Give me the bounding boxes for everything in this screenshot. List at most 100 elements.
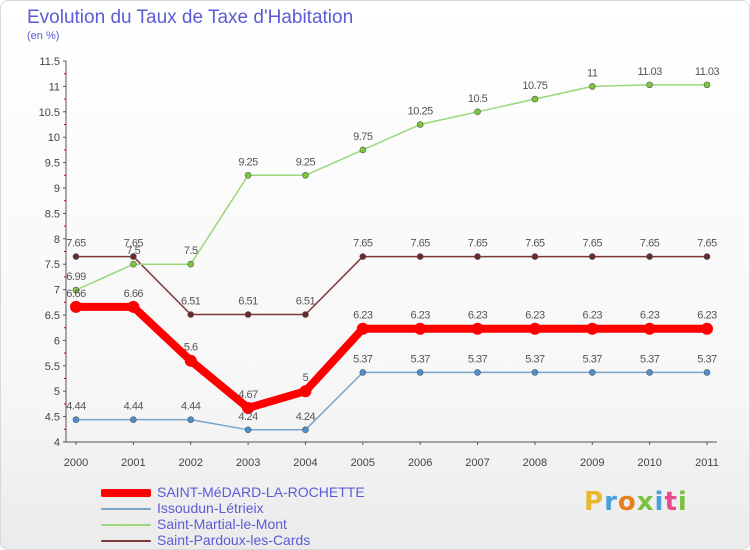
- series-point-3: [302, 311, 309, 318]
- y-tick-label: 6.5: [45, 310, 60, 322]
- series-point-1: [646, 369, 653, 376]
- series-point-3: [72, 253, 80, 260]
- series-point-0: [184, 354, 197, 367]
- series-point-3: [474, 253, 481, 260]
- data-label-1: 5.37: [410, 353, 430, 365]
- y-tick-label: 5.5: [45, 361, 60, 373]
- data-label-0: 6.23: [697, 310, 717, 322]
- data-label-2: 7.5: [126, 245, 140, 257]
- data-label-0: 6.23: [353, 310, 373, 322]
- series-point-1: [72, 416, 80, 423]
- series-point-2: [588, 83, 596, 90]
- data-label-1: 5.37: [583, 353, 603, 365]
- series-point-2: [474, 108, 481, 116]
- series-point-1: [187, 416, 195, 423]
- data-label-3: 7.65: [124, 238, 144, 250]
- data-label-2: 9.25: [296, 156, 316, 168]
- data-label-0: 6.66: [66, 288, 86, 300]
- series-point-0: [127, 300, 140, 313]
- y-tick-label: 7.5: [45, 259, 60, 271]
- data-label-0: 6.23: [410, 310, 430, 322]
- data-label-0: 6.23: [525, 310, 545, 322]
- data-label-2: 9.75: [353, 131, 373, 143]
- series-point-2: [531, 95, 539, 103]
- series-point-2: [130, 260, 137, 268]
- data-label-3: 7.65: [697, 238, 717, 250]
- data-label-2: 6.99: [66, 271, 86, 283]
- series-point-0: [643, 322, 656, 335]
- series-point-0: [471, 322, 484, 335]
- data-label-3: 6.51: [181, 295, 201, 307]
- data-label-1: 5.37: [697, 353, 717, 365]
- series-line-0: [76, 302, 707, 412]
- series-point-0: [586, 322, 599, 335]
- y-tick-label: 9: [54, 183, 60, 195]
- y-tick-label: 11: [49, 81, 60, 93]
- y-tick-label: 11.5: [39, 56, 60, 68]
- data-label-2: 10.25: [408, 106, 433, 118]
- series-point-0: [356, 322, 369, 335]
- data-label-3: 7.65: [525, 238, 545, 250]
- y-tick-label: 8: [54, 234, 60, 246]
- data-label-3: 7.65: [468, 238, 488, 250]
- x-tick-label: 2001: [121, 457, 145, 469]
- legend-label: Saint-Pardoux-les-Cards: [157, 532, 311, 548]
- series-point-1: [416, 369, 424, 376]
- series-point-1: [244, 426, 252, 434]
- series-point-2: [646, 81, 653, 89]
- brand-letter: x: [636, 487, 655, 517]
- series-point-2: [359, 146, 367, 154]
- data-label-3: 6.51: [238, 295, 258, 307]
- y-tick-label: 5: [54, 386, 60, 398]
- data-label-1: 5.37: [640, 353, 660, 365]
- series-point-1: [359, 369, 367, 376]
- series-point-1: [703, 369, 711, 376]
- series-point-1: [588, 369, 596, 376]
- data-label-3: 7.65: [583, 238, 603, 250]
- series-point-1: [474, 369, 481, 376]
- x-tick-label: 2011: [695, 457, 719, 469]
- series-point-1: [130, 416, 137, 423]
- series-point-3: [416, 253, 424, 260]
- legend-swatch: [101, 508, 151, 510]
- data-label-0: 6.23: [640, 310, 660, 322]
- series-point-2: [187, 260, 195, 268]
- data-label-1: 5.37: [468, 353, 488, 365]
- legend-label: SAINT-MéDARD-LA-ROCHETTE: [157, 484, 365, 500]
- series-point-3: [130, 253, 137, 260]
- brand-letter: r: [604, 487, 618, 517]
- brand-letter: t: [664, 487, 678, 517]
- data-label-3: 7.65: [353, 238, 373, 250]
- series-line-1: [76, 371, 707, 431]
- series-point-2: [416, 121, 424, 128]
- y-tick-label: 10.5: [39, 107, 60, 119]
- series-point-3: [359, 253, 367, 260]
- y-tick-label: 7: [54, 285, 60, 297]
- series-point-3: [588, 253, 596, 260]
- series-point-2: [244, 172, 252, 179]
- y-tick-label: 8.5: [45, 208, 60, 220]
- series-point-0: [299, 385, 312, 398]
- series-point-1: [531, 369, 539, 376]
- x-tick-label: 2006: [408, 457, 432, 469]
- brand-letter: i: [654, 487, 665, 517]
- data-label-2: 11.03: [638, 66, 663, 78]
- data-label-1: 4.24: [296, 411, 316, 423]
- data-label-0: 6.66: [124, 288, 144, 300]
- x-tick-label: 2005: [351, 457, 375, 469]
- data-label-3: 7.65: [410, 238, 430, 250]
- series-point-0: [701, 322, 713, 335]
- data-label-3: 7.65: [66, 238, 86, 250]
- data-label-0: 5.6: [184, 342, 198, 354]
- series-point-3: [531, 253, 539, 260]
- series-point-1: [302, 426, 309, 434]
- data-label-1: 5.37: [525, 353, 545, 365]
- series-point-0: [414, 322, 427, 335]
- legend-label: Issoudun-Létrieix: [157, 500, 264, 516]
- x-tick-label: 2009: [580, 457, 604, 469]
- brand-letter: i: [677, 487, 688, 517]
- data-label-3: 7.65: [640, 238, 660, 250]
- series-point-3: [646, 253, 653, 260]
- series-point-0: [242, 401, 255, 414]
